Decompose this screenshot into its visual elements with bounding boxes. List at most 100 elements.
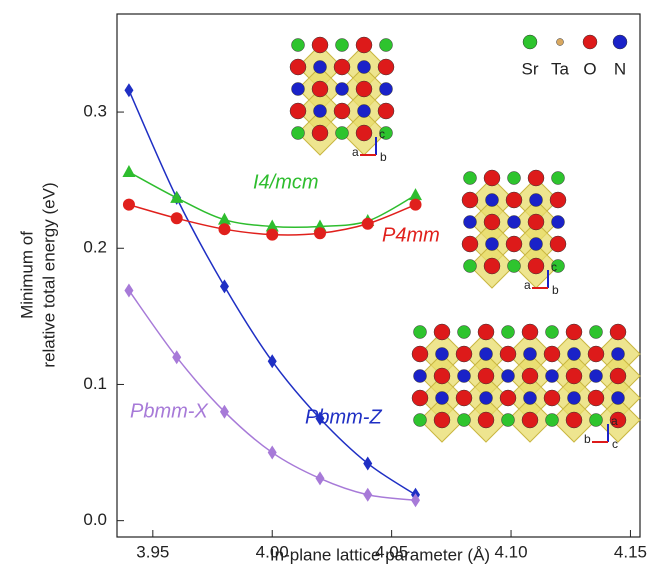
atom bbox=[312, 37, 328, 53]
atom bbox=[290, 59, 306, 75]
atom bbox=[334, 103, 350, 119]
atom bbox=[478, 324, 494, 340]
atom bbox=[464, 216, 477, 229]
x-tick-label: 4.00 bbox=[256, 542, 289, 561]
marker bbox=[218, 223, 230, 235]
axis-letter: a bbox=[524, 278, 531, 292]
atom bbox=[544, 390, 560, 406]
atom bbox=[546, 370, 559, 383]
atom bbox=[456, 346, 472, 362]
atom bbox=[290, 103, 306, 119]
marker bbox=[122, 165, 135, 177]
atom bbox=[500, 346, 516, 362]
atom bbox=[528, 170, 544, 186]
atom bbox=[550, 236, 566, 252]
series-label: Pbmm-X bbox=[130, 400, 208, 422]
atom bbox=[612, 348, 625, 361]
axis-letter: a bbox=[352, 145, 359, 159]
atom bbox=[568, 348, 581, 361]
atom bbox=[314, 61, 327, 74]
series-line bbox=[129, 290, 416, 500]
atom bbox=[356, 125, 372, 141]
marker bbox=[314, 227, 326, 239]
atom bbox=[292, 83, 305, 96]
atom bbox=[478, 412, 494, 428]
atom bbox=[502, 326, 515, 339]
atom bbox=[546, 326, 559, 339]
y-tick-label: 0.2 bbox=[83, 238, 107, 257]
atom bbox=[458, 370, 471, 383]
marker bbox=[410, 199, 422, 211]
x-tick-label: 3.95 bbox=[136, 542, 169, 561]
atom bbox=[506, 192, 522, 208]
atom bbox=[414, 326, 427, 339]
atom bbox=[358, 105, 371, 118]
axis-letter: a bbox=[611, 414, 618, 428]
legend-atom bbox=[583, 35, 597, 49]
atom bbox=[434, 324, 450, 340]
atom bbox=[436, 392, 449, 405]
atom bbox=[456, 390, 472, 406]
y-tick-label: 0.3 bbox=[83, 102, 107, 121]
marker bbox=[409, 188, 422, 200]
atom bbox=[502, 370, 515, 383]
atom bbox=[480, 392, 493, 405]
atom bbox=[414, 414, 427, 427]
atom bbox=[546, 414, 559, 427]
atom bbox=[550, 192, 566, 208]
atom bbox=[434, 412, 450, 428]
atom bbox=[314, 105, 327, 118]
atom bbox=[358, 61, 371, 74]
atom bbox=[588, 390, 604, 406]
atom bbox=[312, 125, 328, 141]
atom bbox=[568, 392, 581, 405]
atom bbox=[528, 214, 544, 230]
atom bbox=[484, 214, 500, 230]
axis-letter: b bbox=[380, 150, 387, 164]
crystal-inset: a bc bbox=[462, 170, 566, 297]
atom bbox=[522, 368, 538, 384]
atom bbox=[356, 37, 372, 53]
axis-letter: b bbox=[552, 283, 559, 297]
atom bbox=[292, 39, 305, 52]
atom bbox=[436, 348, 449, 361]
atom bbox=[566, 368, 582, 384]
x-tick-label: 4.10 bbox=[494, 542, 527, 561]
atom bbox=[588, 346, 604, 362]
legend-label: O bbox=[583, 59, 596, 78]
atom bbox=[610, 368, 626, 384]
marker bbox=[170, 191, 183, 203]
atom bbox=[524, 392, 537, 405]
atom bbox=[434, 368, 450, 384]
atom bbox=[378, 103, 394, 119]
atom bbox=[378, 59, 394, 75]
legend-atom bbox=[613, 35, 627, 49]
legend-atom bbox=[523, 35, 537, 49]
atom bbox=[292, 127, 305, 140]
atom bbox=[336, 127, 349, 140]
x-tick-label: 4.05 bbox=[375, 542, 408, 561]
marker bbox=[266, 229, 278, 241]
atom bbox=[412, 346, 428, 362]
atom bbox=[552, 172, 565, 185]
chart: In-plane lattice parameter (Å) Minimum o… bbox=[0, 0, 665, 569]
atom bbox=[544, 346, 560, 362]
atom bbox=[506, 236, 522, 252]
atom bbox=[412, 390, 428, 406]
legend-label: N bbox=[614, 59, 626, 78]
atom bbox=[336, 83, 349, 96]
marker bbox=[315, 471, 324, 485]
atom bbox=[508, 172, 521, 185]
axis-letter: c bbox=[551, 260, 557, 274]
atom bbox=[414, 370, 427, 383]
series-label: I4/mcm bbox=[253, 171, 319, 193]
atom bbox=[480, 348, 493, 361]
legend-label: Ta bbox=[551, 59, 570, 78]
atom bbox=[610, 324, 626, 340]
series-label: Pbmm-Z bbox=[305, 406, 382, 428]
atom bbox=[464, 172, 477, 185]
atom bbox=[530, 194, 543, 207]
atom bbox=[380, 39, 393, 52]
atom bbox=[462, 192, 478, 208]
